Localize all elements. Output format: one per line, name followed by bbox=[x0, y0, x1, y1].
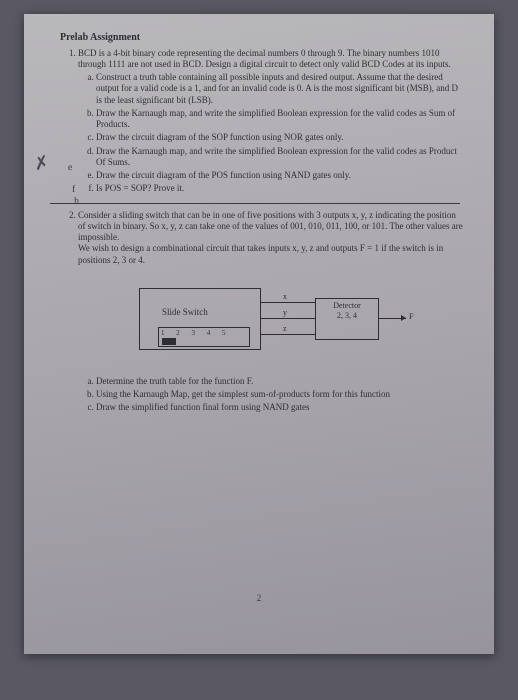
question-list: BCD is a 4-bit binary code representing … bbox=[60, 48, 464, 195]
wire-x bbox=[260, 302, 315, 303]
slide-ticks: 1 2 3 4 5 bbox=[161, 329, 231, 338]
q2c: Draw the simplified function final form … bbox=[96, 402, 464, 413]
detector-title: Detector bbox=[316, 301, 378, 311]
question-2: Consider a sliding switch that can be in… bbox=[78, 210, 464, 414]
q2-sublist: Determine the truth table for the functi… bbox=[78, 376, 464, 414]
q1a: Construct a truth table containing all p… bbox=[96, 72, 464, 106]
section-heading: Prelab Assignment bbox=[60, 32, 464, 45]
wire-z bbox=[260, 334, 315, 335]
q1f: Is POS = SOP? Prove it. bbox=[96, 183, 464, 194]
question-1: BCD is a 4-bit binary code representing … bbox=[78, 48, 464, 195]
q1-sublist: Construct a truth table containing all p… bbox=[78, 72, 464, 195]
slide-switch-block: Slide Switch 1 2 3 4 5 bbox=[139, 288, 261, 350]
page-number: 2 bbox=[24, 593, 494, 604]
q2b: Using the Karnaugh Map, get the simplest… bbox=[96, 389, 464, 400]
pen-e: e bbox=[68, 162, 73, 175]
slide-switch-track: 1 2 3 4 5 bbox=[158, 327, 250, 347]
label-f: F bbox=[409, 312, 413, 322]
block-diagram: Slide Switch 1 2 3 4 5 x y z Detec bbox=[131, 276, 411, 366]
label-y: y bbox=[283, 308, 287, 318]
q1e: Draw the circuit diagram of the POS func… bbox=[96, 170, 464, 181]
q2a: Determine the truth table for the functi… bbox=[96, 376, 464, 387]
slide-knob bbox=[162, 338, 176, 345]
arrowhead-icon bbox=[401, 315, 406, 321]
label-x: x bbox=[283, 292, 287, 302]
q1d: Draw the Karnaugh map, and write the sim… bbox=[96, 146, 464, 169]
pen-f: f bbox=[72, 184, 76, 197]
q1c: Draw the circuit diagram of the SOP func… bbox=[96, 132, 464, 143]
pen-h: h bbox=[74, 196, 79, 209]
page-content: Prelab Assignment BCD is a 4-bit binary … bbox=[24, 14, 494, 414]
q2-text2: We wish to design a combinational circui… bbox=[78, 243, 443, 264]
q2-text: Consider a sliding switch that can be in… bbox=[78, 210, 463, 243]
question-list-2: Consider a sliding switch that can be in… bbox=[60, 210, 464, 414]
wire-y bbox=[260, 318, 315, 319]
q1b: Draw the Karnaugh map, and write the sim… bbox=[96, 108, 464, 131]
detector-sub: 2, 3, 4 bbox=[316, 311, 378, 321]
label-z: z bbox=[283, 324, 287, 334]
q1-text: BCD is a 4-bit binary code representing … bbox=[78, 48, 451, 69]
slide-switch-label: Slide Switch bbox=[162, 307, 208, 318]
detector-block: Detector 2, 3, 4 bbox=[315, 298, 379, 340]
scanned-page: Prelab Assignment BCD is a 4-bit binary … bbox=[24, 14, 494, 654]
separator-rule bbox=[50, 203, 460, 204]
